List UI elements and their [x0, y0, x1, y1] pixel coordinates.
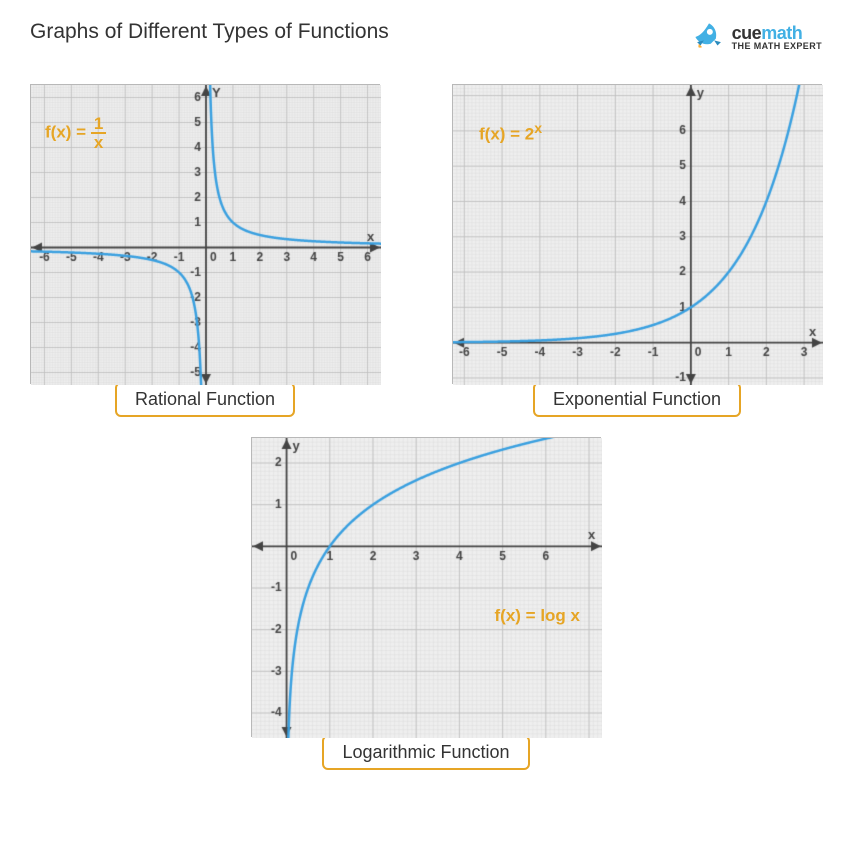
page-title: Graphs of Different Types of Functions	[30, 20, 389, 44]
charts-row-2: f(x) = log x Logarithmic Function	[30, 437, 822, 770]
log-caption: Logarithmic Function	[322, 735, 529, 770]
brand-suffix: math	[761, 23, 802, 43]
header: Graphs of Different Types of Functions c…	[30, 20, 822, 54]
log-panel: f(x) = log x Logarithmic Function	[251, 437, 601, 770]
rational-panel: f(x) = 1x Rational Function	[30, 84, 380, 417]
rocket-icon	[692, 20, 726, 54]
brand-logo: cuemath THE MATH EXPERT	[692, 20, 822, 54]
brand-text: cuemath THE MATH EXPERT	[732, 24, 822, 51]
brand-tagline: THE MATH EXPERT	[732, 42, 822, 51]
exponential-caption: Exponential Function	[533, 382, 741, 417]
rational-caption: Rational Function	[115, 382, 295, 417]
exponential-panel: f(x) = 2x Exponential Function	[452, 84, 822, 417]
charts-row-1: f(x) = 1x Rational Function f(x) = 2x Ex…	[30, 84, 822, 417]
log-plot: f(x) = log x	[251, 437, 601, 737]
rational-plot: f(x) = 1x	[30, 84, 380, 384]
exponential-plot: f(x) = 2x	[452, 84, 822, 384]
brand-prefix: cue	[732, 23, 762, 43]
